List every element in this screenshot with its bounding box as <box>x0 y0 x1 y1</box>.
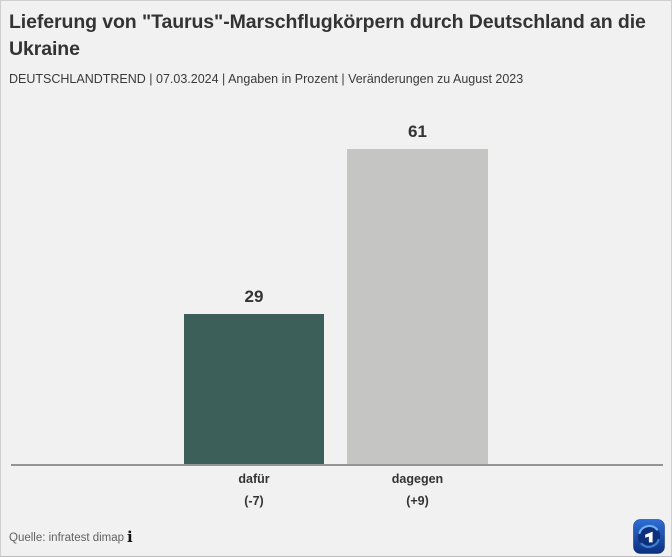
category-label-dagegen: dagegen <box>391 472 444 486</box>
category-dagegen: dagegen (+9) <box>347 472 488 509</box>
x-axis-baseline <box>11 464 663 466</box>
bar-group-dagegen: 61 <box>347 123 488 464</box>
category-dafuer: dafür (-7) <box>184 472 324 509</box>
page-title: Lieferung von "Taurus"-Marschflugkörpern… <box>9 11 646 60</box>
source-credit: Quelle: infratest dimap <box>9 532 125 544</box>
bar-dafuer <box>184 314 324 464</box>
value-label-dagegen: 61 <box>408 122 427 141</box>
value-label-dafuer: 29 <box>244 287 264 306</box>
ard-logo-icon <box>633 519 665 554</box>
category-label-dafuer: dafür <box>238 472 270 486</box>
chart-subtitle: DEUTSCHLANDTREND | 07.03.2024 | Angaben … <box>9 72 524 86</box>
bar-group-dafuer: 29 <box>184 288 324 464</box>
category-change-dagegen: (+9) <box>406 494 429 508</box>
info-icon[interactable]: i <box>127 528 133 546</box>
bar-dagegen <box>347 149 488 464</box>
category-change-dafuer: (-7) <box>244 494 264 508</box>
